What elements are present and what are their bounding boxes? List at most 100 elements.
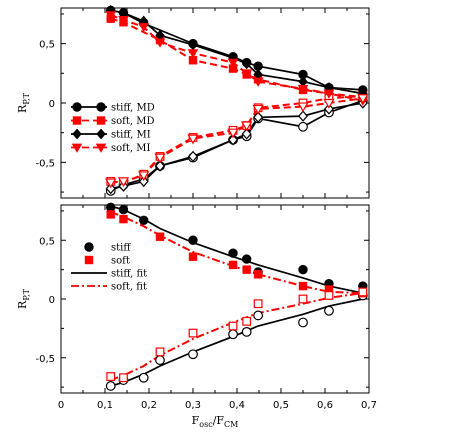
top-legend-marker-stiff-md: [72, 102, 82, 112]
bottom-point-soft: [228, 260, 238, 270]
bottom-y-axis-label: RP,T: [16, 288, 31, 309]
bottom-legend-label-stiff-fit: stiff, fit: [111, 269, 147, 280]
bottom-xtick-label: 0,6: [317, 400, 333, 411]
bottom-point-soft-lower: [119, 373, 128, 383]
top-point-soft-mi: [297, 84, 309, 95]
top-point-soft-mi: [241, 69, 252, 79]
bottom-xtick-label: 0,3: [185, 400, 201, 411]
bottom-point-soft: [155, 232, 165, 241]
bottom-point-soft: [253, 270, 263, 279]
top-ytick-label: -0,5: [35, 158, 55, 169]
top-point-stiff-mi-lower: [253, 111, 264, 123]
top-legend-marker-stiff-mi: [96, 128, 106, 140]
bottom-series-line-stiff-fit-lower: [110, 298, 363, 387]
top-legend-label-soft-md: soft, MD: [111, 116, 155, 127]
top-point-stiff-mi-lower: [105, 182, 116, 195]
top-point-stiff-mi-lower: [228, 134, 239, 146]
bottom-point-stiff: [118, 204, 129, 215]
bottom-legend-marker-soft: [84, 255, 94, 265]
bottom-series-line-stiff-fit: [110, 205, 363, 294]
top-y-axis-label-main: R: [16, 104, 29, 113]
top-point-soft-mi: [118, 15, 129, 26]
bottom-point-stiff-lower: [228, 329, 238, 340]
bottom-y-axis-label-main: R: [16, 300, 29, 309]
x-axis-label-part-0: F: [192, 414, 200, 427]
bottom-xtick-label: 0,7: [361, 400, 377, 411]
top-point-stiff-mi-lower: [138, 175, 149, 188]
top-series-lines: [110, 9, 364, 192]
top-point-stiff-mi-lower: [298, 110, 308, 122]
bottom-xtick-label: 0: [58, 400, 64, 411]
top-point-soft-mi: [187, 49, 199, 59]
top-series-line-stiff-mi: [110, 9, 363, 95]
bottom-point-stiff-lower: [155, 355, 165, 366]
bottom-point-soft-lower: [228, 321, 238, 331]
top-legend-marker-soft-md: [96, 116, 106, 125]
top-point-soft-mi: [138, 23, 150, 33]
x-axis-label: Fosc/FCM: [192, 414, 239, 429]
bottom-point-soft-lower: [298, 294, 308, 304]
top-y-axis-label: RP,T: [16, 92, 31, 113]
top-point-soft-mi-lower: [154, 153, 166, 164]
top-point-soft-mi-lower: [323, 98, 335, 109]
bottom-ytick-label: -0,5: [35, 354, 55, 365]
bottom-point-stiff: [298, 264, 308, 275]
top-point-stiff-mi-lower: [155, 160, 165, 172]
top-point-stiff-mi-lower: [188, 150, 198, 163]
bottom-point-stiff: [188, 235, 198, 245]
top-point-stiff-md-lower: [298, 121, 308, 132]
bottom-point-stiff-lower: [188, 349, 198, 360]
bottom-series-line-soft-fit: [110, 211, 363, 295]
bottom-xtick-label: 0,5: [273, 400, 289, 411]
bottom-series-markers: [105, 202, 368, 391]
bottom-point-stiff-lower: [253, 310, 264, 321]
top-legend-label-stiff-mi: stiff, MI: [111, 130, 151, 141]
bottom-ytick-label: 0,5: [39, 236, 55, 247]
bottom-series-lines: [110, 205, 363, 387]
bottom-legend: stiff soft stiff, fit soft, fit: [71, 242, 147, 293]
top-ytick-label: 0,5: [39, 40, 55, 51]
bottom-series-line-soft-fit-lower: [110, 292, 363, 382]
x-axis-label-part-3: CM: [224, 420, 238, 429]
top-point-soft-mi: [227, 58, 239, 68]
top-point-soft-mi: [252, 77, 264, 87]
bottom-point-soft: [106, 210, 115, 219]
top-point-soft-mi-lower: [138, 171, 150, 182]
bottom-point-soft-lower: [155, 347, 165, 357]
bottom-point-soft-lower: [253, 299, 263, 309]
bottom-point-stiff-lower: [138, 372, 149, 383]
bottom-point-soft: [188, 252, 198, 261]
bottom-xtick-label: 0,4: [229, 400, 245, 411]
top-legend-label-stiff-md: stiff, MD: [111, 103, 155, 114]
top-point-soft-mi: [154, 38, 166, 48]
top-legend-marker-soft-md: [72, 116, 82, 125]
panel-top: 0,5 0 -0,5 RP,T stiff, MD soft, MD stiff, MI so…: [16, 4, 370, 199]
top-series-line-stiff-md: [110, 9, 363, 91]
top-point-stiff-mi: [241, 58, 252, 70]
top-point-soft-mi-lower: [187, 134, 199, 145]
top-point-soft-mi-lower: [357, 94, 369, 104]
top-point-stiff-mi-lower: [241, 128, 252, 140]
top-point-soft-mi-lower: [227, 128, 239, 139]
top-series-line-soft-md: [110, 17, 363, 99]
bottom-xtick-label: 0,1: [97, 400, 113, 411]
bottom-point-stiff: [241, 254, 252, 264]
bottom-point-soft-lower: [324, 291, 334, 300]
bottom-point-soft: [298, 281, 308, 291]
top-point-soft-mi-lower: [105, 178, 117, 189]
top-point-stiff-mi-lower: [323, 103, 334, 115]
top-point-soft-mi-lower: [117, 177, 130, 188]
bottom-point-stiff: [228, 248, 238, 258]
bottom-point-stiff-lower: [298, 317, 308, 328]
bottom-point-soft-lower: [188, 328, 198, 338]
top-legend-marker-stiff-md: [96, 102, 106, 112]
top-point-soft-mi-lower: [241, 121, 253, 132]
top-legend-label-soft-mi: soft, MI: [111, 143, 150, 154]
x-axis-label-part-1: osc: [199, 420, 213, 429]
bottom-legend-label-stiff: stiff: [111, 243, 131, 254]
top-ytick-label: 0: [49, 99, 55, 110]
bottom-legend-marker-stiff: [84, 242, 94, 252]
bottom-xtick-label: 0,2: [141, 400, 157, 411]
top-legend: stiff, MD soft, MD stiff, MI soft, MI: [71, 102, 155, 154]
